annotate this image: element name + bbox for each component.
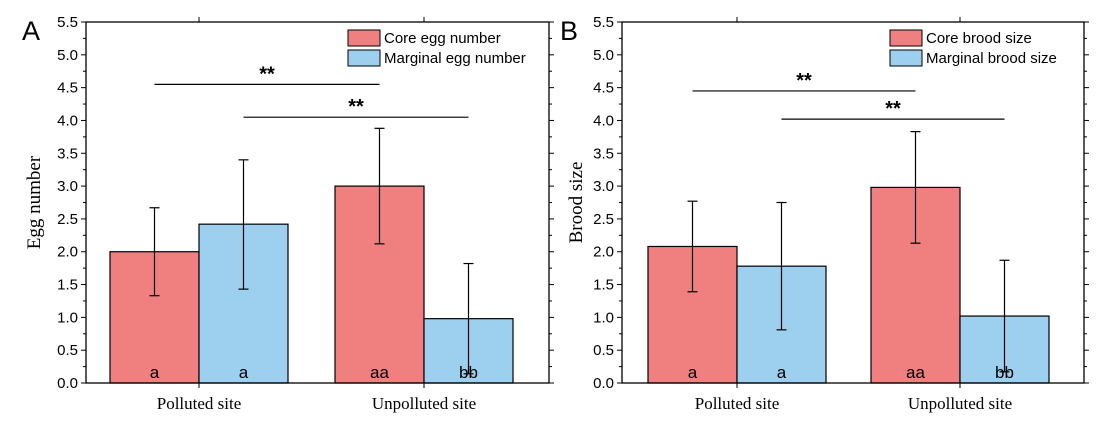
y-tick-label: 1.0 (593, 309, 614, 326)
bar-letter-label: a (150, 363, 160, 382)
y-tick-label: 3.5 (57, 145, 78, 162)
y-tick-label: 4.0 (593, 112, 614, 129)
y-tick-label: 5.0 (593, 47, 614, 64)
y-tick-label: 0.0 (57, 375, 78, 392)
y-tick-label: 3.0 (57, 178, 78, 195)
significance-label: ** (348, 96, 364, 118)
y-tick-label: 0.5 (57, 342, 78, 359)
bar-letter-label: aa (370, 363, 389, 382)
y-tick-label: 2.0 (593, 244, 614, 261)
legend: Core brood size Marginal brood size (889, 29, 1057, 67)
y-tick-label: 3.0 (593, 178, 614, 195)
bar-letter-label: a (777, 363, 787, 382)
y-tick-label: 2.0 (57, 244, 78, 261)
y-tick-label: 0.5 (593, 342, 614, 359)
plot-frame (621, 21, 1085, 384)
bar-letter-label: bb (995, 363, 1014, 382)
bar-letter-label: a (688, 363, 698, 382)
panel-letter: A (22, 16, 40, 46)
x-category-label: Polluted site (695, 394, 780, 413)
legend-label: Marginal egg number (384, 50, 526, 67)
bar-letter-label: a (239, 363, 249, 382)
legend-label: Marginal brood size (926, 50, 1057, 67)
y-tick-label: 1.5 (593, 277, 614, 294)
chart-panel-a: A 0.0 0.5 1.0 1.5 2.0 2.5 3.0 3.5 4.0 4.5 5.0 5.5 Egg… (22, 14, 554, 413)
panel-letter: B (560, 16, 578, 46)
y-tick-label: 5.5 (57, 14, 78, 31)
y-tick-label: 4.5 (57, 80, 78, 97)
significance-label: ** (796, 70, 812, 92)
y-axis-title: Egg number (24, 155, 45, 249)
y-tick-label: 1.5 (57, 277, 78, 294)
y-tick-label: 5.5 (593, 14, 614, 31)
bar-letter-label: aa (906, 363, 925, 382)
legend-swatch (347, 49, 381, 67)
legend-swatch (347, 29, 381, 47)
bar-letter-label: bb (459, 363, 478, 382)
y-tick-label: 4.5 (593, 80, 614, 97)
plot-frame (85, 21, 550, 384)
legend-swatch (889, 29, 923, 47)
chart-panel-b: B 0.0 0.5 1.0 1.5 2.0 2.5 3.0 3.5 4.0 4.5 5.0 5.5 Bro… (560, 14, 1089, 413)
legend-swatch (889, 49, 923, 67)
y-tick-label: 2.5 (57, 211, 78, 228)
y-tick-label: 2.5 (593, 211, 614, 228)
y-tick-label: 4.0 (57, 112, 78, 129)
x-category-label: Unpolluted site (372, 394, 476, 413)
legend-label: Core egg number (384, 30, 501, 47)
y-tick-label: 5.0 (57, 47, 78, 64)
legend: Core egg number Marginal egg number (347, 29, 526, 67)
y-tick-label: 3.5 (593, 145, 614, 162)
significance-label: ** (259, 63, 275, 85)
x-category-label: Unpolluted site (908, 394, 1012, 413)
y-tick-label: 1.0 (57, 309, 78, 326)
x-category-label: Polluted site (157, 394, 242, 413)
significance-label: ** (885, 98, 901, 120)
legend-label: Core brood size (926, 30, 1032, 47)
y-axis-title: Brood size (566, 162, 587, 244)
y-tick-label: 0.0 (593, 375, 614, 392)
